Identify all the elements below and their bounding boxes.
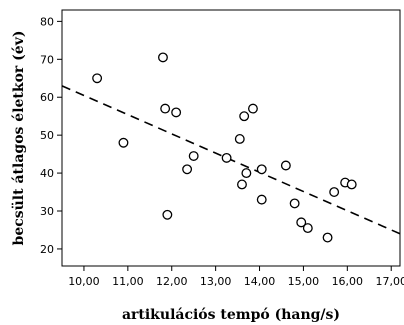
data-point [171,107,182,118]
data-point [256,164,267,175]
x-tick-label: 13,00 [200,275,232,288]
data-point [329,187,340,197]
data-point [247,103,258,114]
data-point [118,137,129,148]
x-tick-label: 15,00 [288,275,320,288]
data-point [160,103,171,114]
data-point [302,223,313,234]
data-point [346,179,357,190]
x-axis: 10,00 11,00 12,00 13,00 14,00 15,00 16,00 17,00 [68,266,404,288]
data-point [162,209,173,220]
data-point [182,164,193,175]
x-tick-label: 14,00 [244,275,276,288]
data-point [221,152,232,163]
data-point [234,133,245,144]
data-point [289,198,300,209]
x-tick-label: 16,00 [332,275,364,288]
data-point [237,179,247,190]
y-axis: 20 30 40 50 60 70 80 [40,15,62,256]
y-tick-label: 40 [40,167,54,180]
y-tick-label: 30 [40,205,54,218]
x-tick-label: 17,00 [375,275,404,288]
y-axis-title: becsült átlagos életkor (év) [11,31,27,246]
x-axis-title: artikulációs tempó (hang/s) [122,307,340,323]
data-point [296,217,307,228]
data-point [92,73,103,84]
data-point [188,151,199,161]
data-point [256,194,267,205]
data-point [280,160,291,171]
x-tick-label: 11,00 [112,275,144,288]
data-point [158,52,168,63]
y-tick-label: 80 [40,15,54,28]
x-tick-label: 12,00 [156,275,188,288]
y-tick-label: 60 [40,91,54,104]
data-point [239,111,250,122]
data-point [241,168,252,179]
x-tick-label: 10,00 [68,275,100,288]
y-tick-label: 20 [40,243,54,256]
plot-frame [61,9,401,267]
data-point [322,232,333,243]
y-tick-label: 70 [40,53,54,66]
y-tick-label: 50 [40,129,54,142]
data-points [92,52,357,243]
